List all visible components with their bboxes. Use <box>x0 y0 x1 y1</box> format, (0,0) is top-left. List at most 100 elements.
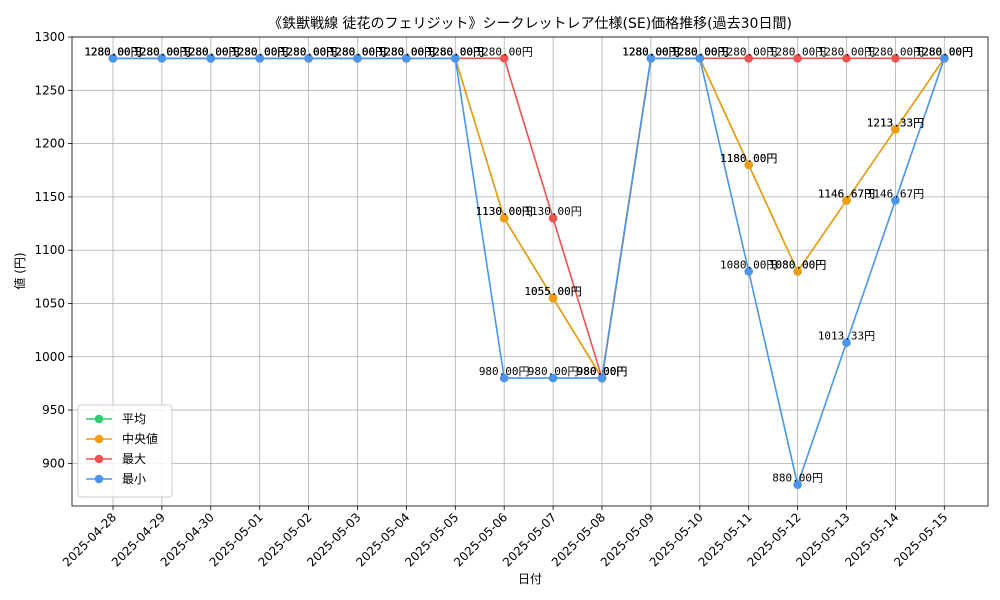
data-label: 1280.00円 <box>84 45 141 58</box>
data-label: 1280.00円 <box>671 45 728 58</box>
data-label: 1280.00円 <box>182 45 239 58</box>
data-label: 1146.67円 <box>867 187 924 200</box>
data-label: 1280.00円 <box>84 45 141 58</box>
y-tick-label: 900 <box>42 456 65 470</box>
data-label: 980.00円 <box>577 365 628 378</box>
data-label: 1280.00円 <box>427 45 484 58</box>
data-point <box>499 213 509 223</box>
series-labels-0: 1280.00円1280.00円1280.00円1280.00円1280.00円… <box>84 45 973 378</box>
data-label: 1280.00円 <box>280 45 337 58</box>
data-label: 1280.00円 <box>133 45 190 58</box>
data-point <box>451 54 460 63</box>
data-point <box>842 54 851 63</box>
y-tick-label: 1250 <box>34 83 65 97</box>
legend-marker <box>94 434 104 444</box>
data-label: 1280.00円 <box>671 45 728 58</box>
legend-label: 最小 <box>122 472 146 486</box>
grid <box>72 36 988 506</box>
data-label: 1280.00円 <box>280 45 337 58</box>
data-label: 1280.00円 <box>720 45 777 58</box>
data-labels: 1280.00円1280.00円1280.00円1280.00円1280.00円… <box>84 45 973 484</box>
data-point <box>597 373 607 383</box>
data-label: 1280.00円 <box>84 45 141 58</box>
data-label: 1080.00円 <box>769 259 826 272</box>
legend-marker <box>94 414 104 424</box>
data-point <box>891 196 900 205</box>
data-label: 1280.00円 <box>427 45 484 58</box>
data-label: 1280.00円 <box>427 45 484 58</box>
data-label: 1280.00円 <box>916 45 973 58</box>
data-label: 980.00円 <box>577 365 628 378</box>
data-label: 1180.00円 <box>720 152 777 165</box>
data-label: 1280.00円 <box>231 45 288 58</box>
data-point <box>548 293 558 303</box>
data-label: 1280.00円 <box>378 45 435 58</box>
plot-frame <box>71 36 989 507</box>
legend-label: 最大 <box>122 452 146 466</box>
data-point <box>353 54 362 63</box>
x-axis-label: 日付 <box>518 572 542 586</box>
data-label: 1130.00円 <box>476 205 533 218</box>
data-label: 980.00円 <box>528 365 579 378</box>
y-tick-label: 1300 <box>34 30 65 44</box>
y-tick-label: 1150 <box>34 190 65 204</box>
data-point <box>548 213 558 223</box>
data-label: 1280.00円 <box>182 45 239 58</box>
series-labels-1: 1280.00円1280.00円1280.00円1280.00円1280.00円… <box>84 45 973 378</box>
data-label: 1280.00円 <box>818 45 875 58</box>
data-label: 1280.00円 <box>329 45 386 58</box>
series <box>108 54 949 489</box>
data-label: 1280.00円 <box>280 45 337 58</box>
y-tick-label: 1050 <box>34 296 65 310</box>
data-label: 1280.00円 <box>622 45 679 58</box>
data-label: 1280.00円 <box>671 45 728 58</box>
data-label: 1280.00円 <box>622 45 679 58</box>
data-label: 1280.00円 <box>867 45 924 58</box>
data-label: 1280.00円 <box>329 45 386 58</box>
data-label: 880.00円 <box>772 472 823 485</box>
data-label: 1280.00円 <box>231 45 288 58</box>
data-point <box>793 480 802 489</box>
data-point <box>842 338 851 347</box>
data-point <box>744 160 753 170</box>
legend-item: 平均 <box>86 412 146 426</box>
data-label: 1280.00円 <box>231 45 288 58</box>
data-point <box>744 267 753 276</box>
data-point <box>304 54 313 63</box>
data-label: 1130.00円 <box>524 205 581 218</box>
data-label: 1280.00円 <box>378 45 435 58</box>
legend-item: 最小 <box>86 472 146 486</box>
data-point <box>891 54 900 63</box>
data-point <box>548 373 558 383</box>
data-label: 1080.00円 <box>720 259 777 272</box>
data-point <box>499 54 509 63</box>
data-point <box>499 373 509 383</box>
series-3 <box>108 54 949 489</box>
data-point <box>108 54 118 63</box>
data-point <box>842 196 851 205</box>
data-label: 1055.00円 <box>524 285 581 298</box>
data-label: 1280.00円 <box>378 45 435 58</box>
legend-marker <box>94 474 104 484</box>
data-label: 1146.67円 <box>818 187 875 200</box>
data-point <box>891 125 900 134</box>
data-label: 1280.00円 <box>916 45 973 58</box>
data-point <box>793 54 802 63</box>
data-point <box>206 54 216 63</box>
y-tick-label: 1200 <box>34 137 65 151</box>
data-label: 1280.00円 <box>427 45 484 58</box>
legend-label: 中央値 <box>122 431 158 446</box>
data-label: 980.00円 <box>577 365 628 378</box>
data-label: 1280.00円 <box>133 45 190 58</box>
legend-item: 中央値 <box>86 431 158 446</box>
data-label: 1213.33円 <box>867 116 924 129</box>
data-point <box>255 54 264 63</box>
data-point <box>793 267 802 276</box>
data-label: 980.00円 <box>577 365 628 378</box>
data-point <box>157 54 167 63</box>
legend-box <box>77 404 173 498</box>
data-label: 1280.00円 <box>182 45 239 58</box>
data-point <box>695 54 705 63</box>
chart-title: 《鉄獣戦線 徒花のフェリジット》シークレットレア仕様(SE)価格推移(過去30日… <box>268 16 792 32</box>
